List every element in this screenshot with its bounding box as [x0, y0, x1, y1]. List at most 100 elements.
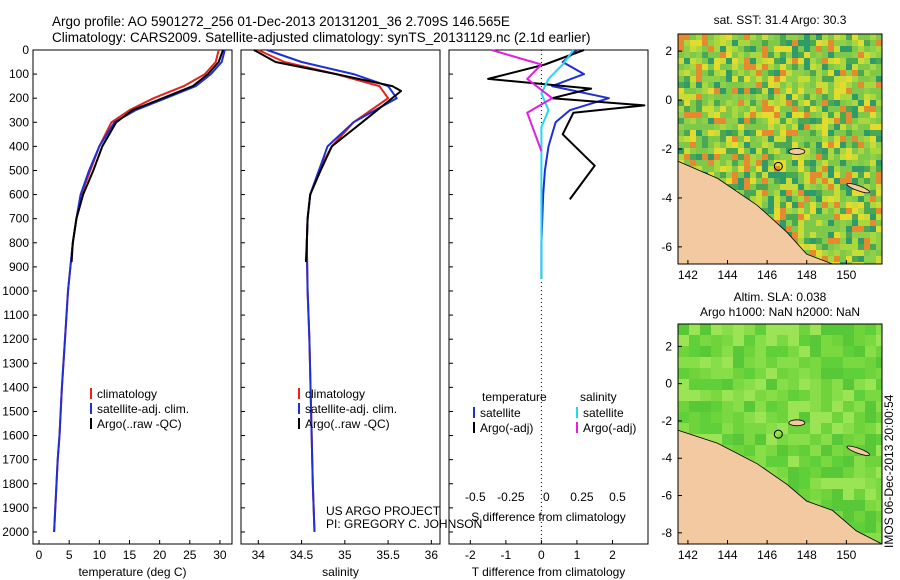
m-sst-cell — [828, 154, 834, 160]
m-sst-cell — [798, 202, 804, 208]
m-sst-cell — [864, 106, 870, 112]
m-sst-cell — [834, 166, 840, 172]
m-sst-cell — [798, 52, 804, 58]
m-sst-cell — [678, 58, 684, 64]
temperature-xtick-label: 30 — [213, 548, 227, 562]
m-sst-cell — [822, 82, 828, 88]
m-sst-cell — [798, 220, 804, 226]
m-sst-cell — [678, 70, 684, 76]
m-sst-cell — [786, 52, 792, 58]
m-sst-cell — [834, 94, 840, 100]
m-sla-cell — [799, 445, 810, 456]
m-sst-cell — [732, 184, 738, 190]
m-sst-cell — [870, 166, 876, 172]
m-sst-cell — [828, 64, 834, 70]
m-sst-cell — [762, 160, 768, 166]
m-sst-cell — [768, 142, 774, 148]
m-sla-cell — [744, 357, 755, 368]
m-sst-cell — [810, 148, 816, 154]
m-sst-cell — [768, 76, 774, 82]
depth-tick-label: 1600 — [2, 429, 29, 443]
m-sla-cell — [766, 324, 777, 335]
m-sst-cell — [792, 58, 798, 64]
m-sst-cell — [702, 160, 708, 166]
m-sla-cell — [788, 423, 799, 434]
salinity-diff-tick-label: 0.5 — [609, 490, 626, 504]
m-sst-cell — [702, 148, 708, 154]
difference-series-3 — [491, 49, 554, 152]
m-sla-cell — [810, 456, 821, 467]
m-sst-cell — [840, 256, 846, 262]
m-sst-cell — [840, 238, 846, 244]
m-sst-cell — [696, 118, 702, 124]
m-sst-cell — [732, 166, 738, 172]
m-sst-cell — [858, 112, 864, 118]
m-sst-cell — [810, 166, 816, 172]
m-sla-cell — [733, 335, 744, 346]
m-sst-cell — [702, 70, 708, 76]
m-sla-cell — [799, 390, 810, 401]
m-sst-cell — [684, 130, 690, 136]
m-sst-cell — [858, 250, 864, 256]
m-sst-cell — [756, 178, 762, 184]
m-sst-cell — [810, 238, 816, 244]
m-sst-cell — [684, 64, 690, 70]
m-sst-cell — [684, 106, 690, 112]
m-sst-cell — [834, 40, 840, 46]
m-sst-cell — [738, 40, 744, 46]
m-sla-cell — [700, 412, 711, 423]
m-sst-cell — [864, 34, 870, 40]
m-sla-cell — [876, 335, 882, 346]
m-sla-cell — [865, 434, 876, 445]
m-sst-cell — [780, 172, 786, 178]
depth-tick-label: 200 — [9, 91, 29, 105]
m-sst-cell — [756, 76, 762, 82]
m-sst-cell — [720, 142, 726, 148]
m-sst-cell — [732, 100, 738, 106]
m-sst-cell — [678, 82, 684, 88]
m-sst-cell — [828, 178, 834, 184]
m-sst-cell — [816, 52, 822, 58]
m-sst-cell — [804, 130, 810, 136]
m-sst-cell — [798, 136, 804, 142]
m-sst-cell — [744, 46, 750, 52]
m-sst-cell — [834, 82, 840, 88]
m-sst-cell — [684, 148, 690, 154]
m-sst-cell — [696, 70, 702, 76]
m-sst-cell — [738, 88, 744, 94]
pi-note: PI: GREGORY C. JOHNSON — [326, 517, 482, 531]
m-sst-cell — [684, 88, 690, 94]
m-sla-cell — [854, 500, 865, 511]
m-sst-cell — [738, 64, 744, 70]
salinity-xtick-label: 35.5 — [376, 548, 400, 562]
m-sst-island — [788, 148, 806, 155]
m-sst-cell — [750, 58, 756, 64]
m-sst-cell — [840, 130, 846, 136]
m-sst-cell — [840, 172, 846, 178]
m-sst-cell — [816, 172, 822, 178]
depth-tick-label: 400 — [9, 139, 29, 153]
m-sst-cell — [786, 172, 792, 178]
m-sst-cell — [708, 88, 714, 94]
m-sst-cell — [816, 82, 822, 88]
m-sst-cell — [762, 76, 768, 82]
m-sst-cell — [726, 142, 732, 148]
m-sst-cell — [852, 142, 858, 148]
m-sla-cell — [744, 401, 755, 412]
m-sst-cell — [780, 148, 786, 154]
m-sla-cell — [821, 445, 832, 456]
m-sst-cell — [816, 214, 822, 220]
m-sst-cell — [738, 136, 744, 142]
m-sst-cell — [846, 100, 852, 106]
m-sst-cell — [864, 100, 870, 106]
m-sla-cell — [832, 423, 843, 434]
m-sst-cell — [768, 82, 774, 88]
m-sla-cell — [788, 478, 799, 489]
m-sst-cell — [870, 178, 876, 184]
m-sst-cell — [864, 238, 870, 244]
m-sst-cell — [864, 160, 870, 166]
m-sst-cell — [732, 88, 738, 94]
salinity-xtick-label: 34 — [252, 548, 266, 562]
m-sst-cell — [810, 220, 816, 226]
m-sla-cell — [722, 357, 733, 368]
